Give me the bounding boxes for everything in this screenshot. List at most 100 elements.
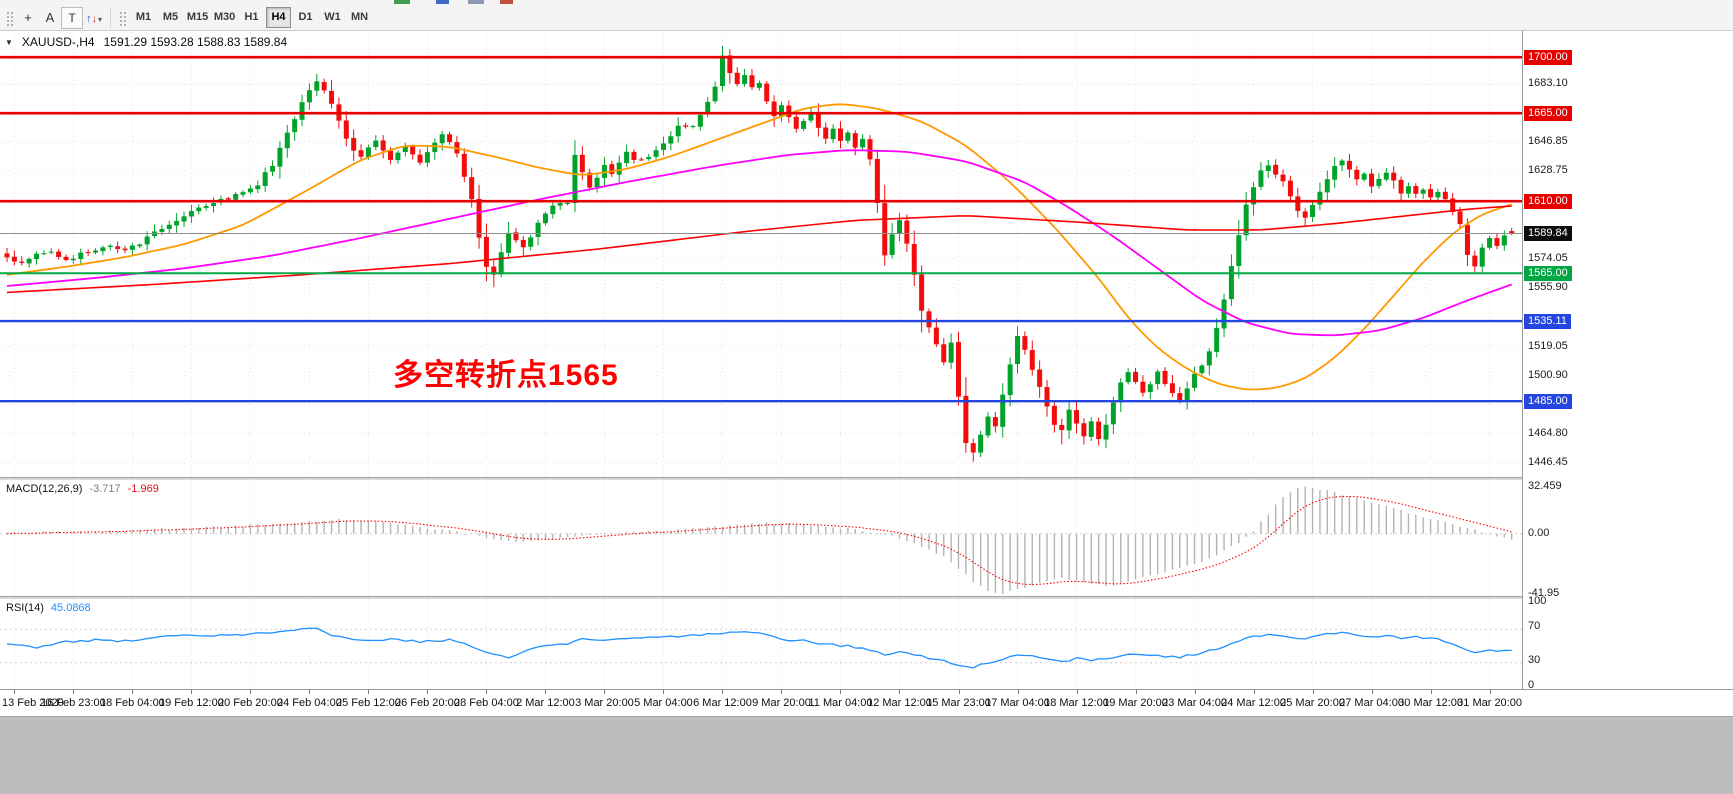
time-axis-label: 13 Feb 2020 (2, 697, 64, 709)
time-axis-tick (1076, 690, 1078, 694)
time-axis-label: 3 Mar 20:00 (575, 697, 634, 709)
time-axis-label: 15 Mar 23:00 (926, 697, 991, 709)
time-axis-tick (486, 690, 488, 694)
time-axis-label: 2 Mar 12:00 (516, 697, 575, 709)
rsi-line (6, 627, 1512, 669)
panel-separator[interactable] (0, 477, 1733, 480)
timeframe-button-m5[interactable]: M5 (158, 7, 183, 28)
time-axis-tick (1312, 690, 1314, 694)
time-axis-tick (1489, 690, 1491, 694)
time-axis-label: 20 Feb 20:00 (217, 697, 283, 709)
chart-area[interactable]: ▼ XAUUSD-,H4 1591.29 1593.28 1588.83 158… (0, 31, 1733, 691)
rsi-name: RSI(14) (6, 602, 44, 614)
timeframe-button-h1[interactable]: H1 (239, 7, 264, 28)
arrows-tool-button[interactable]: ↑↓▾ (83, 7, 105, 29)
time-axis-tick (1430, 690, 1432, 694)
price-axis-tick: 1555.90 (1528, 280, 1568, 293)
time-axis-tick (309, 690, 311, 694)
timeframe-group: M1 M5 M15 M30 H1 H4 D1 W1 MN (130, 7, 373, 28)
text-tool-button[interactable]: A (39, 7, 61, 29)
grid-layer (0, 32, 1522, 688)
rsi-axis-label: 100 (1528, 595, 1547, 607)
time-axis-label: 6 Mar 12:00 (693, 697, 752, 709)
time-axis-tick (73, 690, 75, 694)
price-level-badge: 1610.00 (1524, 194, 1572, 210)
rsi-axis-label: 0 (1528, 679, 1535, 691)
timeframe-button-m15[interactable]: M15 (185, 7, 210, 28)
time-axis-tick (1371, 690, 1373, 694)
time-axis-label: 24 Mar 12:00 (1221, 697, 1286, 709)
chevron-down-icon: ▾ (98, 14, 103, 24)
time-axis-label: 19 Feb 12:00 (158, 697, 224, 709)
time-axis-label: 9 Mar 20:00 (752, 697, 811, 709)
toolbar: + A T ↑↓▾ M1 M5 M15 M30 H1 H4 D1 W1 MN (0, 0, 1733, 31)
time-axis-label: 25 Feb 12:00 (336, 697, 401, 709)
price-axis-tick: 1646.85 (1528, 135, 1568, 148)
price-level-badge: 1665.00 (1524, 106, 1572, 122)
time-axis-tick (368, 690, 370, 694)
chart-title: ▼ XAUUSD-,H4 1591.29 1593.28 1588.83 158… (5, 35, 287, 49)
level-lines-layer (0, 55, 1522, 403)
time-axis-label: 23 Mar 04:00 (1162, 697, 1227, 709)
macd-signal-line (6, 495, 1512, 586)
crosshair-icon: + (24, 9, 32, 25)
symbol-dropdown-icon[interactable]: ▼ (5, 37, 13, 47)
time-axis-tick (781, 690, 783, 694)
time-axis-label: 26 Feb 20:00 (395, 697, 460, 709)
time-axis-label: 19 Mar 20:00 (1103, 697, 1168, 709)
macd-name: MACD(12,26,9) (6, 483, 83, 495)
time-axis-tick (545, 690, 547, 694)
time-axis-label: 31 Mar 20:00 (1457, 697, 1522, 709)
toolbar-drag-handle[interactable] (118, 9, 127, 26)
cropped-toolbar-icon (500, 0, 513, 4)
time-axis-label: 27 Mar 04:00 (1339, 697, 1404, 709)
macd-signal-value: -1.969 (127, 483, 159, 495)
time-axis-tick (132, 690, 134, 694)
time-axis-tick (722, 690, 724, 694)
timeframe-button-m1[interactable]: M1 (131, 7, 156, 28)
text-cursor-tool-button[interactable]: T (61, 6, 83, 29)
ohlc-readout: 1591.29 1593.28 1588.83 1589.84 (103, 35, 288, 49)
time-axis-label: 18 Mar 12:00 (1044, 697, 1109, 709)
toolbar-row: + A T ↑↓▾ M1 M5 M15 M30 H1 H4 D1 W1 MN (0, 5, 1733, 30)
cropped-toolbar-icon (394, 0, 410, 4)
chart-annotation-text[interactable]: 多空转折点1565 (393, 359, 619, 392)
time-axis[interactable]: 13 Feb 2020 16 Feb 23:00 18 Feb 04:00 19 Fe… (0, 689, 1733, 716)
time-axis-tick (958, 690, 960, 694)
price-axis-tick: 1519.05 (1528, 339, 1568, 352)
toolbar-drag-handle[interactable] (5, 9, 13, 26)
chart-canvas[interactable] (0, 32, 1522, 688)
arrow-down-icon: ↓ (91, 12, 98, 25)
price-level-badge: 1700.00 (1524, 50, 1572, 66)
time-axis-tick (1017, 690, 1019, 694)
rsi-axis-label: 70 (1528, 620, 1541, 633)
timeframe-button-h4[interactable]: H4 (266, 7, 292, 28)
time-axis-label: 25 Mar 20:00 (1280, 697, 1345, 709)
time-axis-label: 11 Mar 04:00 (808, 697, 873, 709)
macd-axis-label: 32.459 (1528, 480, 1562, 493)
rsi-axis-label: 30 (1528, 653, 1541, 666)
price-axis[interactable]: 1683.10 1646.85 1628.75 1574.05 1555.90 1519.… (1522, 31, 1733, 691)
toolbar-separator (110, 7, 112, 28)
timeframe-button-d1[interactable]: D1 (293, 7, 318, 28)
timeframe-button-m30[interactable]: M30 (212, 7, 237, 28)
arrow-up-icon: ↑ (86, 12, 92, 25)
timeframe-button-w1[interactable]: W1 (320, 7, 345, 28)
cropped-toolbar-icon (436, 0, 449, 4)
window-footer (0, 716, 1733, 794)
time-axis-label: 17 Mar 04:00 (985, 697, 1050, 709)
crosshair-tool-button[interactable]: + (17, 7, 39, 29)
panel-separator[interactable] (0, 596, 1733, 599)
time-axis-label: 30 Mar 12:00 (1398, 697, 1463, 709)
price-axis-tick: 1446.45 (1528, 455, 1568, 468)
time-axis-tick (191, 690, 193, 694)
rsi-value: 45.0868 (50, 602, 91, 614)
moving-averages-layer (6, 103, 1513, 391)
price-level-badge: 1565.00 (1524, 266, 1572, 282)
time-axis-tick (1194, 690, 1196, 694)
timeframe-button-mn[interactable]: MN (347, 7, 372, 28)
candles-layer (4, 45, 1515, 462)
time-axis-label: 12 Mar 12:00 (867, 697, 932, 709)
price-axis-tick: 1574.05 (1528, 251, 1568, 264)
